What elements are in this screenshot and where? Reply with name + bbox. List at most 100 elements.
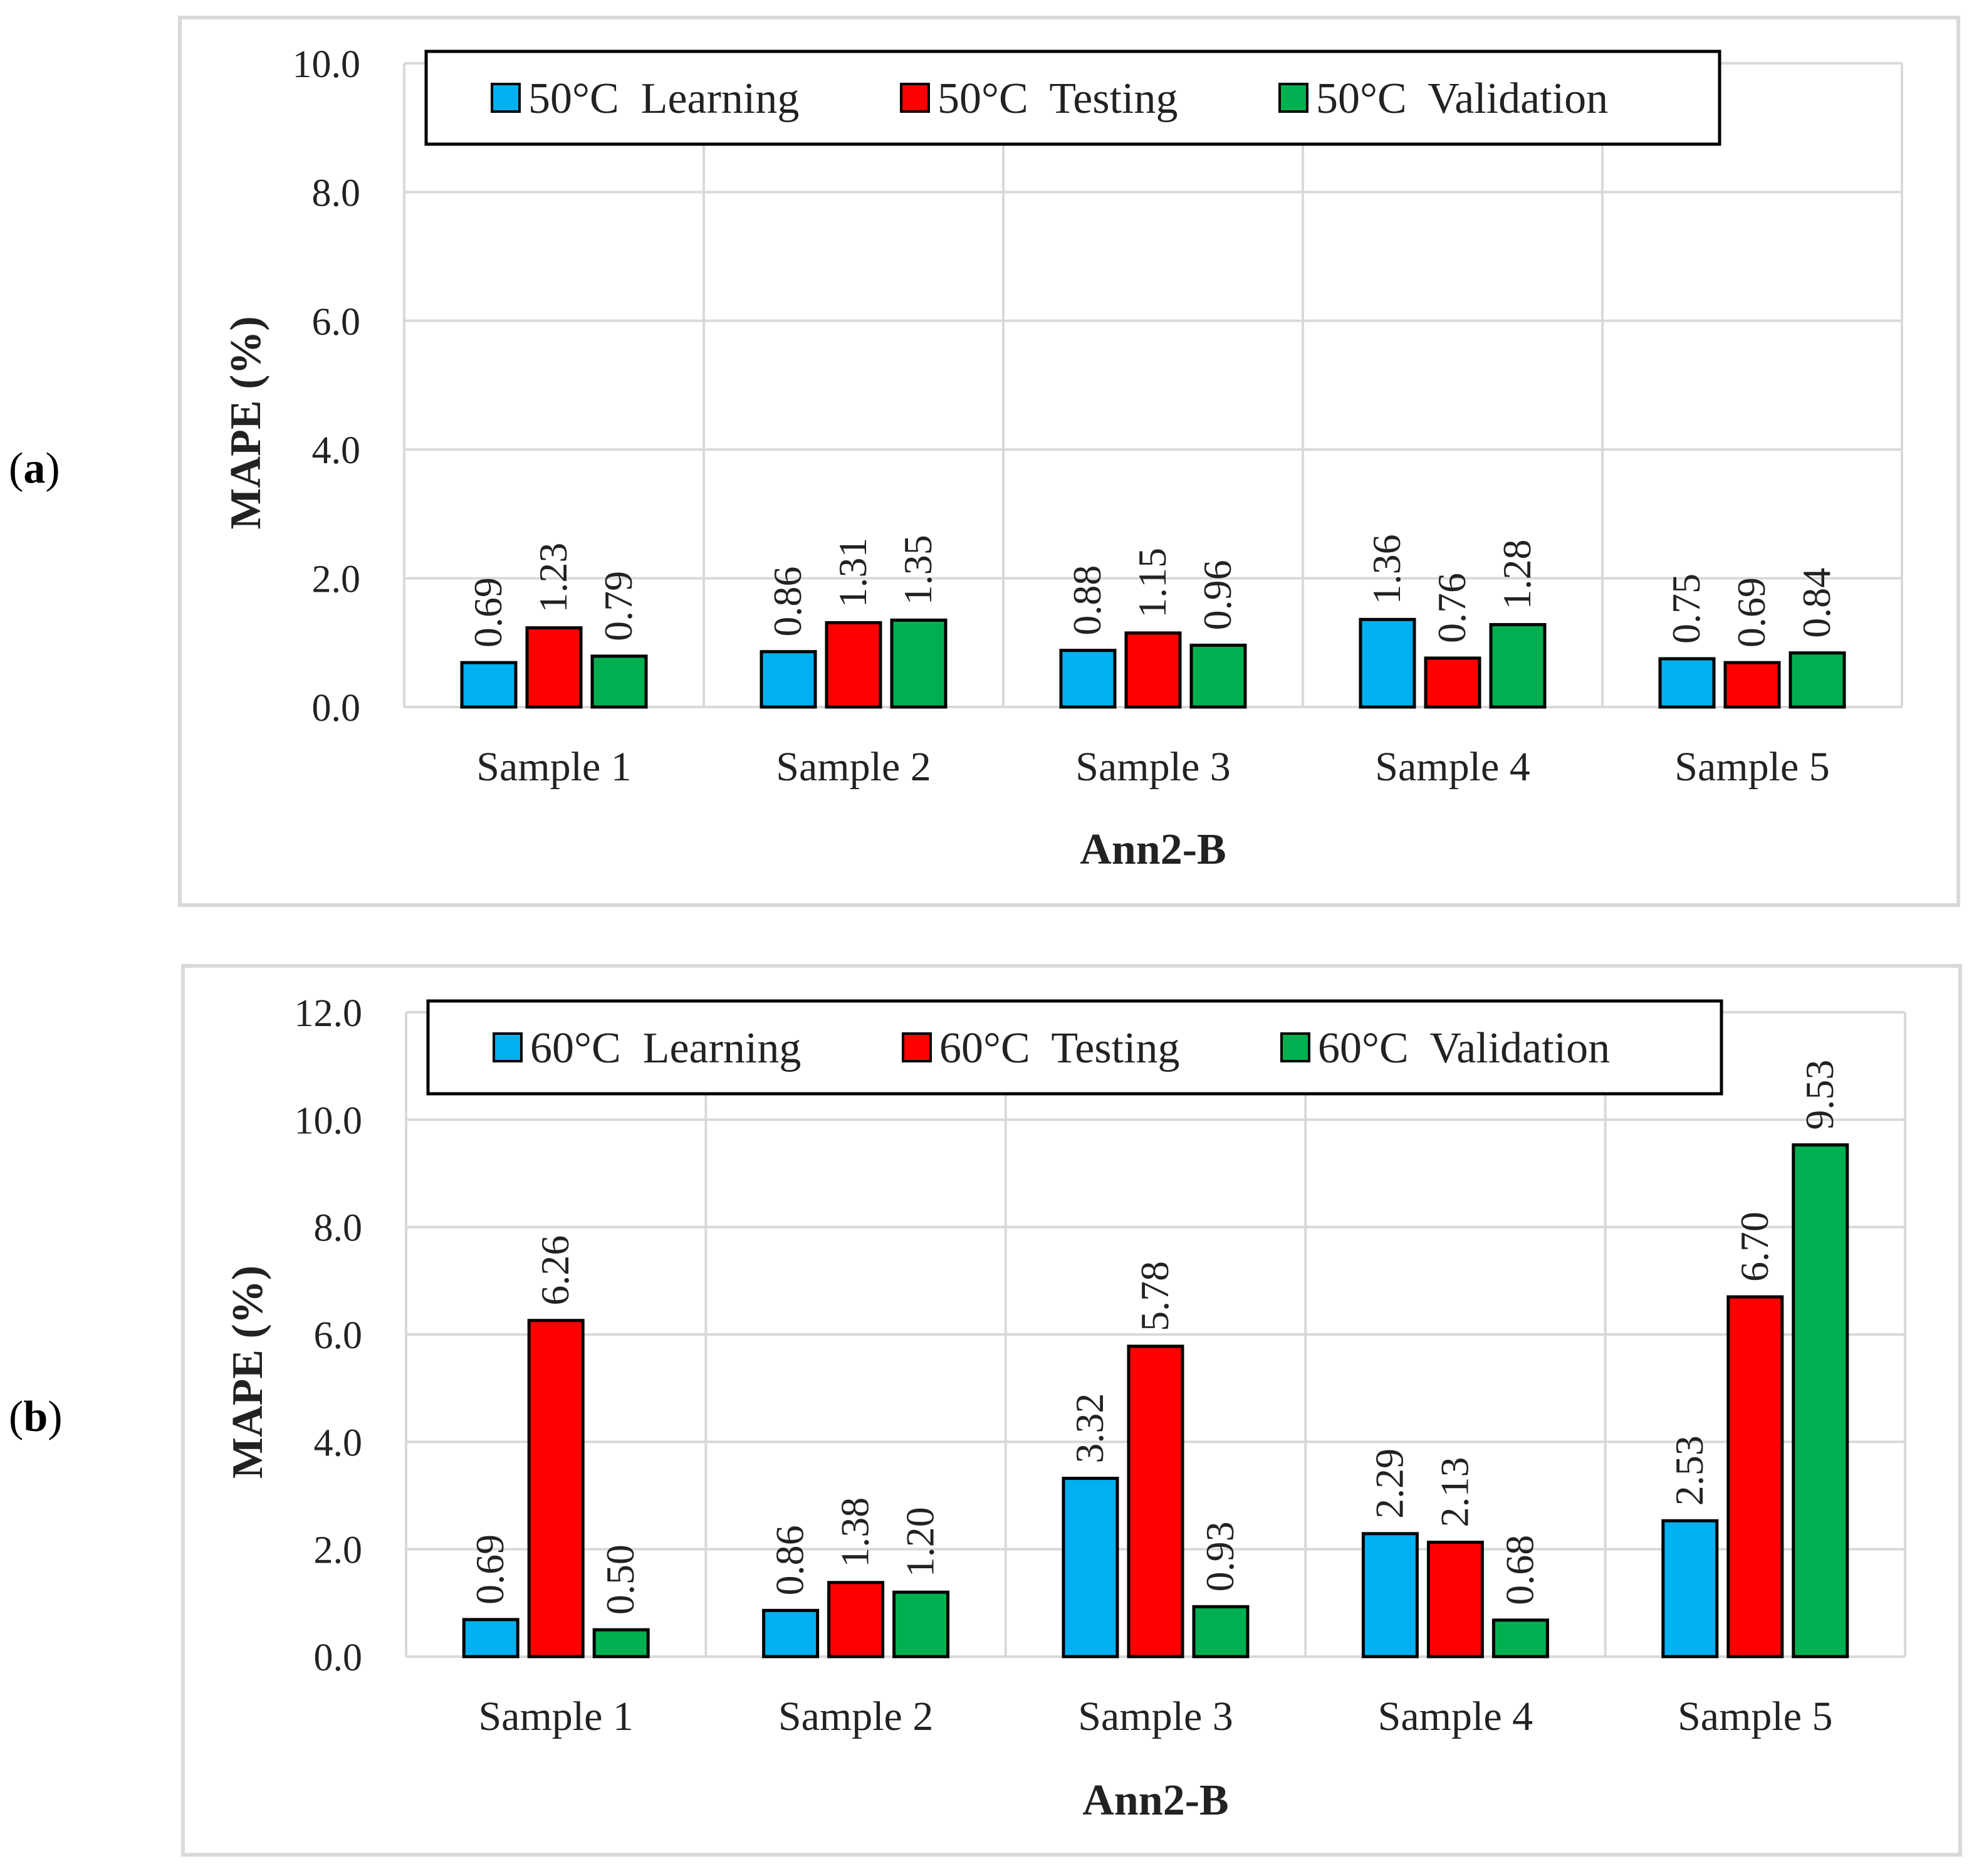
legend-swatch bbox=[900, 83, 930, 113]
data-label: 0.50 bbox=[598, 1544, 642, 1615]
x-category-label: Sample 3 bbox=[1078, 1694, 1233, 1739]
x-axis-title: Ann2-B bbox=[1082, 1776, 1228, 1825]
chart-b: 0.0 2.0 4.0 6.0 8.0 10.0 12.0 0.69 0.86 3.32 2.29 2… bbox=[224, 992, 1906, 1825]
bar-60-c-learning-3 bbox=[1062, 1477, 1119, 1659]
data-label: 0.79 bbox=[596, 571, 640, 641]
x-category-label: Sample 4 bbox=[1375, 744, 1530, 790]
x-axis-title: Ann2-B bbox=[1080, 825, 1226, 874]
x-category-label: Sample 2 bbox=[778, 1694, 933, 1739]
data-label: 0.88 bbox=[1065, 565, 1109, 636]
data-label: 6.26 bbox=[533, 1235, 577, 1306]
data-label: 3.32 bbox=[1067, 1393, 1112, 1464]
bar-50-c-learning-2 bbox=[760, 650, 817, 709]
data-label: 1.38 bbox=[833, 1497, 877, 1568]
x-category-label: Sample 2 bbox=[776, 744, 931, 790]
data-label: 1.31 bbox=[830, 537, 875, 607]
legend-swatch bbox=[491, 83, 521, 113]
y-tick-label: 4.0 bbox=[312, 429, 361, 472]
bar-60-c-learning-5 bbox=[1661, 1519, 1719, 1659]
bar-60-c-testing-5 bbox=[1726, 1295, 1784, 1659]
y-tick-label: 2.0 bbox=[314, 1529, 363, 1572]
bar-60-c-validation-1 bbox=[592, 1628, 650, 1659]
bar-50-c-learning-5 bbox=[1658, 657, 1716, 709]
y-tick-label: 4.0 bbox=[314, 1422, 363, 1464]
data-label: 0.93 bbox=[1198, 1521, 1242, 1591]
data-label: 2.29 bbox=[1367, 1449, 1411, 1519]
chart-a-frame bbox=[178, 16, 1960, 907]
legend-swatch bbox=[1280, 1032, 1310, 1062]
bar-60-c-testing-1 bbox=[527, 1319, 585, 1659]
data-label: 0.69 bbox=[467, 1534, 512, 1605]
legend-swatch bbox=[902, 1032, 932, 1062]
bar-60-c-validation-5 bbox=[1792, 1143, 1849, 1659]
bar-50-c-validation-2 bbox=[890, 618, 948, 709]
data-label: 2.53 bbox=[1667, 1435, 1711, 1506]
chart-a: 0.0 2.0 4.0 6.0 8.0 10.0 0.69 0.86 0.88 1.36 0.75 1… bbox=[222, 43, 1903, 874]
y-tick-label: 6.0 bbox=[312, 301, 361, 343]
bar-50-c-testing-2 bbox=[825, 621, 882, 709]
bar-60-c-learning-4 bbox=[1361, 1532, 1419, 1659]
data-label: 6.70 bbox=[1732, 1212, 1777, 1282]
bar-60-c-testing-2 bbox=[827, 1581, 885, 1659]
legend-label: 60°C Testing bbox=[939, 1024, 1180, 1072]
data-label: 0.86 bbox=[768, 1525, 812, 1595]
legend-label: 50°C Learning bbox=[528, 75, 799, 123]
y-tick-label: 2.0 bbox=[312, 558, 361, 601]
legend-label: 60°C Learning bbox=[530, 1024, 801, 1072]
data-label: 0.69 bbox=[1729, 577, 1773, 647]
data-label: 9.53 bbox=[1797, 1060, 1842, 1130]
bar-60-c-learning-2 bbox=[762, 1608, 820, 1659]
data-label: 1.35 bbox=[896, 535, 940, 605]
bar-50-c-testing-4 bbox=[1424, 656, 1481, 709]
data-label: 0.96 bbox=[1195, 560, 1240, 630]
bar-60-c-validation-3 bbox=[1192, 1605, 1250, 1659]
legend-box bbox=[426, 999, 1723, 1096]
y-tick-label: 0.0 bbox=[312, 687, 361, 730]
panel-label-b: (b) bbox=[9, 1393, 63, 1441]
data-label: 5.78 bbox=[1132, 1261, 1177, 1331]
bar-50-c-learning-4 bbox=[1359, 617, 1416, 709]
bar-50-c-testing-3 bbox=[1124, 631, 1182, 709]
y-tick-label: 0.0 bbox=[314, 1637, 363, 1679]
bar-60-c-learning-1 bbox=[462, 1618, 520, 1659]
bar-50-c-testing-5 bbox=[1723, 661, 1781, 709]
legend-swatch bbox=[493, 1032, 523, 1062]
y-axis-title: MAPE (%) bbox=[222, 316, 270, 529]
bar-50-c-testing-1 bbox=[525, 626, 583, 709]
x-category-label: Sample 1 bbox=[478, 1694, 633, 1739]
data-label: 0.84 bbox=[1794, 568, 1839, 638]
legend-label: 60°C Validation bbox=[1318, 1024, 1610, 1072]
y-tick-label: 8.0 bbox=[312, 172, 361, 214]
legend-label: 50°C Testing bbox=[937, 75, 1178, 123]
bar-50-c-learning-3 bbox=[1059, 649, 1117, 709]
legend-swatch bbox=[1278, 83, 1308, 113]
y-tick-label: 12.0 bbox=[295, 992, 363, 1035]
x-category-label: Sample 5 bbox=[1674, 744, 1829, 790]
bar-50-c-validation-4 bbox=[1489, 623, 1547, 709]
data-label: 0.69 bbox=[466, 577, 510, 647]
y-tick-label: 6.0 bbox=[314, 1314, 363, 1357]
bar-60-c-testing-3 bbox=[1127, 1344, 1184, 1659]
bar-50-c-learning-1 bbox=[460, 661, 518, 709]
x-category-label: Sample 5 bbox=[1678, 1694, 1832, 1739]
bar-60-c-validation-2 bbox=[892, 1590, 950, 1659]
bar-50-c-validation-1 bbox=[590, 654, 648, 709]
data-label: 0.75 bbox=[1664, 574, 1708, 644]
y-tick-label: 10.0 bbox=[293, 43, 361, 86]
data-label: 1.23 bbox=[531, 543, 575, 613]
data-label: 0.68 bbox=[1497, 1535, 1542, 1605]
y-tick-label: 8.0 bbox=[314, 1207, 363, 1250]
data-label: 0.76 bbox=[1429, 573, 1474, 643]
bar-50-c-validation-5 bbox=[1789, 651, 1846, 709]
bar-50-c-validation-3 bbox=[1189, 643, 1247, 709]
panel-label-a: (a) bbox=[9, 444, 60, 493]
bar-60-c-testing-4 bbox=[1426, 1541, 1484, 1659]
data-label: 1.36 bbox=[1364, 534, 1409, 604]
x-category-label: Sample 4 bbox=[1378, 1694, 1533, 1739]
data-label: 1.28 bbox=[1495, 540, 1539, 610]
data-label: 1.20 bbox=[898, 1507, 943, 1577]
bar-60-c-validation-4 bbox=[1491, 1618, 1549, 1659]
x-category-label: Sample 3 bbox=[1075, 744, 1230, 790]
x-category-label: Sample 1 bbox=[476, 744, 631, 790]
panel-letter-a: a bbox=[23, 444, 45, 493]
